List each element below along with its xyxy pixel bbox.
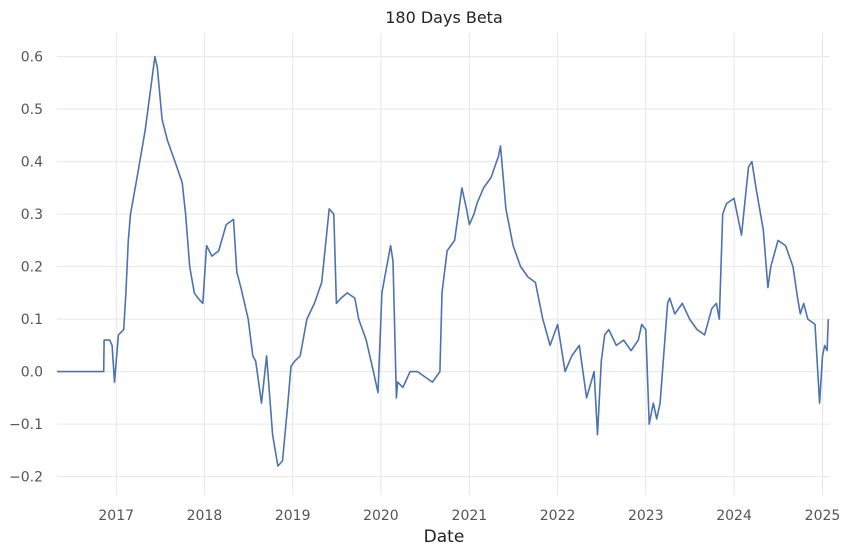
y-tick-label: 0.0 [21, 365, 43, 381]
y-tick-label: 0.2 [21, 260, 43, 276]
x-tick-label: 2018 [187, 508, 223, 524]
y-tick-label: 0.1 [21, 312, 43, 328]
y-tick-label: −0.2 [9, 470, 43, 486]
x-tick-label: 2024 [716, 508, 752, 524]
y-tick-label: 0.5 [21, 102, 43, 118]
x-tick-label: 2023 [628, 508, 664, 524]
x-tick-label: 2017 [98, 508, 134, 524]
x-tick-label: 2021 [452, 508, 488, 524]
x-tick-label: 2020 [363, 508, 399, 524]
y-tick-label: 0.4 [21, 155, 43, 171]
x-tick-label: 2025 [805, 508, 841, 524]
chart-title: 180 Days Beta [385, 8, 503, 27]
x-tick-label: 2022 [540, 508, 576, 524]
x-axis-label: Date [424, 527, 465, 547]
x-tick-label: 2019 [275, 508, 311, 524]
y-tick-label: −0.1 [9, 417, 43, 433]
beta-series-line [57, 55, 830, 467]
y-tick-label: 0.3 [21, 207, 43, 223]
tick-labels: −0.2 −0.1 0.0 0.1 0.2 0.3 0.4 0.5 0.6 2017 2018 201… [9, 50, 840, 524]
series-layer [57, 55, 830, 467]
y-tick-label: 0.6 [21, 50, 43, 66]
